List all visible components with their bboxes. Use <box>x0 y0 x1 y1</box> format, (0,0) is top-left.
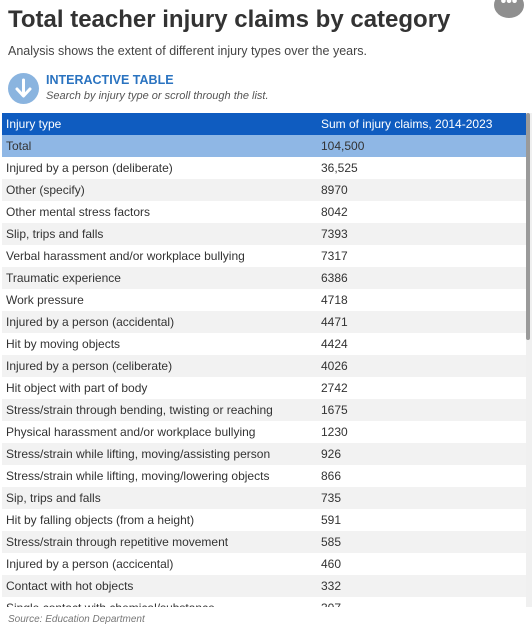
table-row[interactable]: Work pressure 4718 <box>2 289 526 311</box>
cell-injury-type: Total <box>2 135 317 157</box>
cell-claims: 104,500 <box>317 135 526 157</box>
table-body: Total 104,500 Injured by a person (deliber… <box>2 135 526 607</box>
cell-claims: 36,525 <box>317 157 526 179</box>
table-row[interactable]: Other (specify) 8970 <box>2 179 526 201</box>
cell-injury-type: Hit by falling objects (from a height) <box>2 509 317 531</box>
cell-claims: 4424 <box>317 333 526 355</box>
table-row[interactable]: Sip, trips and falls 735 <box>2 487 526 509</box>
cell-injury-type: Single contact with chemical/substance <box>2 597 317 607</box>
table-header-row: Injury type Sum of injury claims, 2014-2… <box>2 113 526 135</box>
table-row[interactable]: Hit by falling objects (from a height) 59… <box>2 509 526 531</box>
cell-claims: 6386 <box>317 267 526 289</box>
cell-claims: 307 <box>317 597 526 607</box>
cell-injury-type: Injured by a person (celiberate) <box>2 355 317 377</box>
cell-claims: 2742 <box>317 377 526 399</box>
injury-table-container[interactable]: Injury type Sum of injury claims, 2014-2… <box>2 113 526 607</box>
table-row[interactable]: Contact with hot objects 332 <box>2 575 526 597</box>
table-row[interactable]: Stress/strain through bending, twisting … <box>2 399 526 421</box>
injury-table: Injury type Sum of injury claims, 2014-2… <box>2 113 526 607</box>
arrow-down-icon[interactable] <box>8 73 39 104</box>
cell-claims: 7393 <box>317 223 526 245</box>
more-options-button[interactable]: ••• <box>494 0 524 18</box>
cell-claims: 7317 <box>317 245 526 267</box>
column-header-claims[interactable]: Sum of injury claims, 2014-2023 <box>317 113 526 135</box>
cell-claims: 4471 <box>317 311 526 333</box>
cell-injury-type: Other mental stress factors <box>2 201 317 223</box>
cell-claims: 8042 <box>317 201 526 223</box>
cell-claims: 332 <box>317 575 526 597</box>
cell-injury-type: Traumatic experience <box>2 267 317 289</box>
table-row[interactable]: Injured by a person (celiberate) 4026 <box>2 355 526 377</box>
cell-injury-type: Stress/strain while lifting, moving/lowe… <box>2 465 317 487</box>
cell-claims: 866 <box>317 465 526 487</box>
table-scrollbar[interactable] <box>526 113 532 607</box>
table-row[interactable]: Stress/strain through repetitive movemen… <box>2 531 526 553</box>
table-row[interactable]: Hit by moving objects 4424 <box>2 333 526 355</box>
cell-claims: 591 <box>317 509 526 531</box>
cell-claims: 926 <box>317 443 526 465</box>
cell-injury-type: Stress/strain through bending, twisting … <box>2 399 317 421</box>
table-row[interactable]: Physical harassment and/or workplace bul… <box>2 421 526 443</box>
cell-injury-type: Contact with hot objects <box>2 575 317 597</box>
source-note: Source: Education Department <box>8 614 145 625</box>
table-row[interactable]: Verbal harassment and/or workplace bully… <box>2 245 526 267</box>
column-header-injury-type[interactable]: Injury type <box>2 113 317 135</box>
table-row[interactable]: Hit object with part of body 2742 <box>2 377 526 399</box>
cell-injury-type: Hit by moving objects <box>2 333 317 355</box>
table-row[interactable]: Injured by a person (accicental) 460 <box>2 553 526 575</box>
cell-claims: 1230 <box>317 421 526 443</box>
cell-injury-type: Injured by a person (deliberate) <box>2 157 317 179</box>
interactive-table-hint: INTERACTIVE TABLE Search by injury type … <box>8 72 408 106</box>
cell-injury-type: Slip, trips and falls <box>2 223 317 245</box>
cell-injury-type: Verbal harassment and/or workplace bully… <box>2 245 317 267</box>
cell-injury-type: Other (specify) <box>2 179 317 201</box>
interactive-table-instructions: Search by injury type or scroll through … <box>46 90 269 102</box>
cell-injury-type: Stress/strain through repetitive movemen… <box>2 531 317 553</box>
cell-claims: 460 <box>317 553 526 575</box>
cell-injury-type: Sip, trips and falls <box>2 487 317 509</box>
cell-injury-type: Injured by a person (accidental) <box>2 311 317 333</box>
cell-claims: 4718 <box>317 289 526 311</box>
table-row[interactable]: Injured by a person (deliberate) 36,525 <box>2 157 526 179</box>
table-row[interactable]: Stress/strain while lifting, moving/lowe… <box>2 465 526 487</box>
page-title: Total teacher injury claims by category <box>8 6 451 33</box>
table-row[interactable]: Stress/strain while lifting, moving/assi… <box>2 443 526 465</box>
cell-injury-type: Stress/strain while lifting, moving/assi… <box>2 443 317 465</box>
table-row-total[interactable]: Total 104,500 <box>2 135 526 157</box>
cell-injury-type: Injured by a person (accicental) <box>2 553 317 575</box>
table-row[interactable]: Slip, trips and falls 7393 <box>2 223 526 245</box>
scrollbar-thumb[interactable] <box>526 113 530 340</box>
table-row[interactable]: Other mental stress factors 8042 <box>2 201 526 223</box>
cell-claims: 585 <box>317 531 526 553</box>
cell-injury-type: Physical harassment and/or workplace bul… <box>2 421 317 443</box>
cell-claims: 8970 <box>317 179 526 201</box>
cell-injury-type: Hit object with part of body <box>2 377 317 399</box>
table-row[interactable]: Traumatic experience 6386 <box>2 267 526 289</box>
cell-claims: 1675 <box>317 399 526 421</box>
table-row[interactable]: Single contact with chemical/substance30… <box>2 597 526 607</box>
cell-claims: 735 <box>317 487 526 509</box>
page-subtitle: Analysis shows the extent of different i… <box>8 44 367 58</box>
table-row[interactable]: Injured by a person (accidental) 4471 <box>2 311 526 333</box>
cell-injury-type: Work pressure <box>2 289 317 311</box>
interactive-table-label: INTERACTIVE TABLE <box>46 73 174 87</box>
cell-claims: 4026 <box>317 355 526 377</box>
